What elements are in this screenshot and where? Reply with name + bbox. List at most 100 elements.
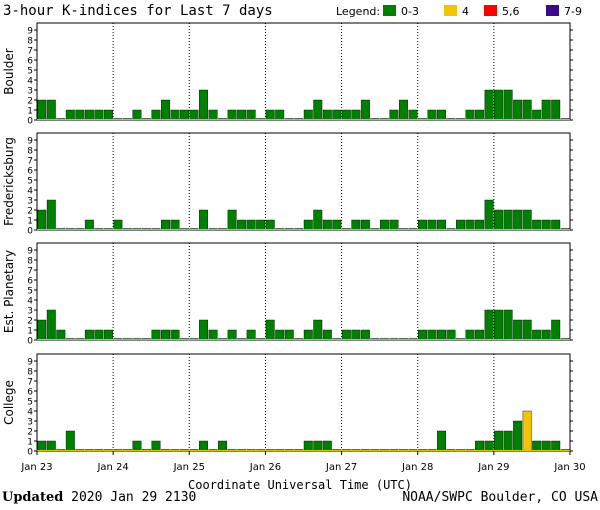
k-index-bar xyxy=(522,209,532,231)
y-tick-label: 9 xyxy=(27,358,33,368)
legend-text-7-9: 7-9 xyxy=(564,5,582,18)
y-tick-label: 7 xyxy=(27,267,33,277)
k-index-bar xyxy=(551,440,561,452)
legend-text-0-3: 0-3 xyxy=(401,5,419,18)
k-index-bar xyxy=(494,430,504,452)
x-tick-label: Jan 29 xyxy=(477,462,509,473)
y-tick-label: 3 xyxy=(27,307,33,317)
y-tick-label: 9 xyxy=(27,137,33,147)
k-index-bar xyxy=(313,99,323,121)
x-tick-label: Jan 27 xyxy=(325,462,357,473)
k-index-bar xyxy=(199,440,209,452)
k-index-bar xyxy=(199,209,209,231)
k-index-bar xyxy=(360,219,370,231)
updated-value: 2020 Jan 29 2130 xyxy=(71,490,197,505)
k-index-bar xyxy=(161,219,170,231)
k-index-bar xyxy=(313,209,323,231)
k-index-bar xyxy=(503,309,513,341)
k-index-bar xyxy=(46,309,56,341)
y-tick-label: 4 xyxy=(27,408,33,418)
k-index-bar xyxy=(65,430,75,452)
x-axis-title: Coordinate Universal Time (UTC) xyxy=(188,478,412,492)
k-index-bar xyxy=(303,440,313,452)
k-index-bar xyxy=(303,109,313,121)
k-index-bar xyxy=(332,109,342,121)
y-axis-title: Fredericksburg xyxy=(2,137,16,226)
k-index-bar xyxy=(341,109,351,121)
y-tick-label: 2 xyxy=(27,317,33,327)
k-index-bar xyxy=(275,109,285,121)
y-tick-label: 4 xyxy=(27,297,33,307)
k-index-bar xyxy=(360,329,370,341)
k-index-bar xyxy=(494,309,504,341)
k-index-bar xyxy=(532,440,542,452)
k-index-bar xyxy=(94,109,104,121)
y-axis-title: Boulder xyxy=(2,48,16,95)
x-tick-label: Jan 26 xyxy=(249,462,281,473)
k-index-bar xyxy=(437,219,446,231)
k-index-bar xyxy=(246,109,256,121)
k-index-bar xyxy=(180,109,189,121)
k-index-bar xyxy=(265,109,275,121)
panel-frame xyxy=(36,242,571,341)
legend-text-5-6: 5,6 xyxy=(502,5,520,18)
y-tick-label: 7 xyxy=(27,47,33,57)
k-index-bar xyxy=(265,319,275,341)
k-index-bar xyxy=(303,329,313,341)
k-index-bar xyxy=(503,430,513,452)
k-index-bar xyxy=(313,319,323,341)
k-index-bar xyxy=(427,219,437,231)
k-index-bar xyxy=(94,329,104,341)
y-tick-label: 5 xyxy=(27,287,33,297)
y-tick-label: 5 xyxy=(27,398,33,408)
k-index-bar xyxy=(398,99,408,121)
k-index-bar xyxy=(227,109,237,121)
k-index-bar xyxy=(532,329,542,341)
legend-swatch-0-3 xyxy=(383,5,396,16)
k-index-bar xyxy=(161,99,170,121)
y-tick-label: 9 xyxy=(27,247,33,257)
legend-swatch-7-9 xyxy=(546,5,559,16)
k-index-bar xyxy=(237,219,247,231)
k-index-bar xyxy=(170,329,180,341)
k-index-bar xyxy=(456,219,466,231)
k-index-bar xyxy=(494,209,504,231)
k-index-bar xyxy=(427,329,437,341)
k-index-bar xyxy=(46,99,56,121)
k-index-bar xyxy=(132,440,142,452)
k-index-bar xyxy=(351,219,361,231)
k-index-bar xyxy=(189,109,199,121)
k-index-bar xyxy=(151,329,161,341)
k-index-bar xyxy=(513,99,523,121)
k-index-bar xyxy=(37,209,47,231)
y-tick-label: 6 xyxy=(27,388,33,398)
y-tick-label: 0 xyxy=(27,337,33,347)
k-index-bar xyxy=(170,109,180,121)
k-index-bar xyxy=(408,109,418,121)
k-index-bar xyxy=(322,109,332,121)
y-tick-label: 1 xyxy=(27,217,33,227)
legend-item-7-9: 7-9 xyxy=(546,5,582,18)
y-tick-label: 2 xyxy=(27,97,33,107)
x-tick-label: Jan 24 xyxy=(96,462,128,473)
k-index-bar xyxy=(446,329,456,341)
k-index-bar xyxy=(389,109,399,121)
footer-updated: Updated 2020 Jan 29 2130 xyxy=(2,490,196,505)
y-tick-label: 8 xyxy=(27,257,33,267)
k-index-bar xyxy=(84,109,94,121)
y-axis-title: Est. Planetary xyxy=(2,250,16,333)
k-index-bar xyxy=(322,329,332,341)
y-tick-label: 5 xyxy=(27,67,33,77)
y-tick-label: 8 xyxy=(27,147,33,157)
x-tick-label: Jan 30 xyxy=(553,462,585,473)
y-tick-label: 0 xyxy=(27,227,33,237)
k-index-bar xyxy=(151,440,161,452)
y-tick-label: 3 xyxy=(27,197,33,207)
k-index-bar xyxy=(522,99,532,121)
k-index-bar xyxy=(532,219,542,231)
k-index-bar xyxy=(522,410,532,452)
k-index-bar xyxy=(199,319,209,341)
k-index-bar xyxy=(265,219,275,231)
